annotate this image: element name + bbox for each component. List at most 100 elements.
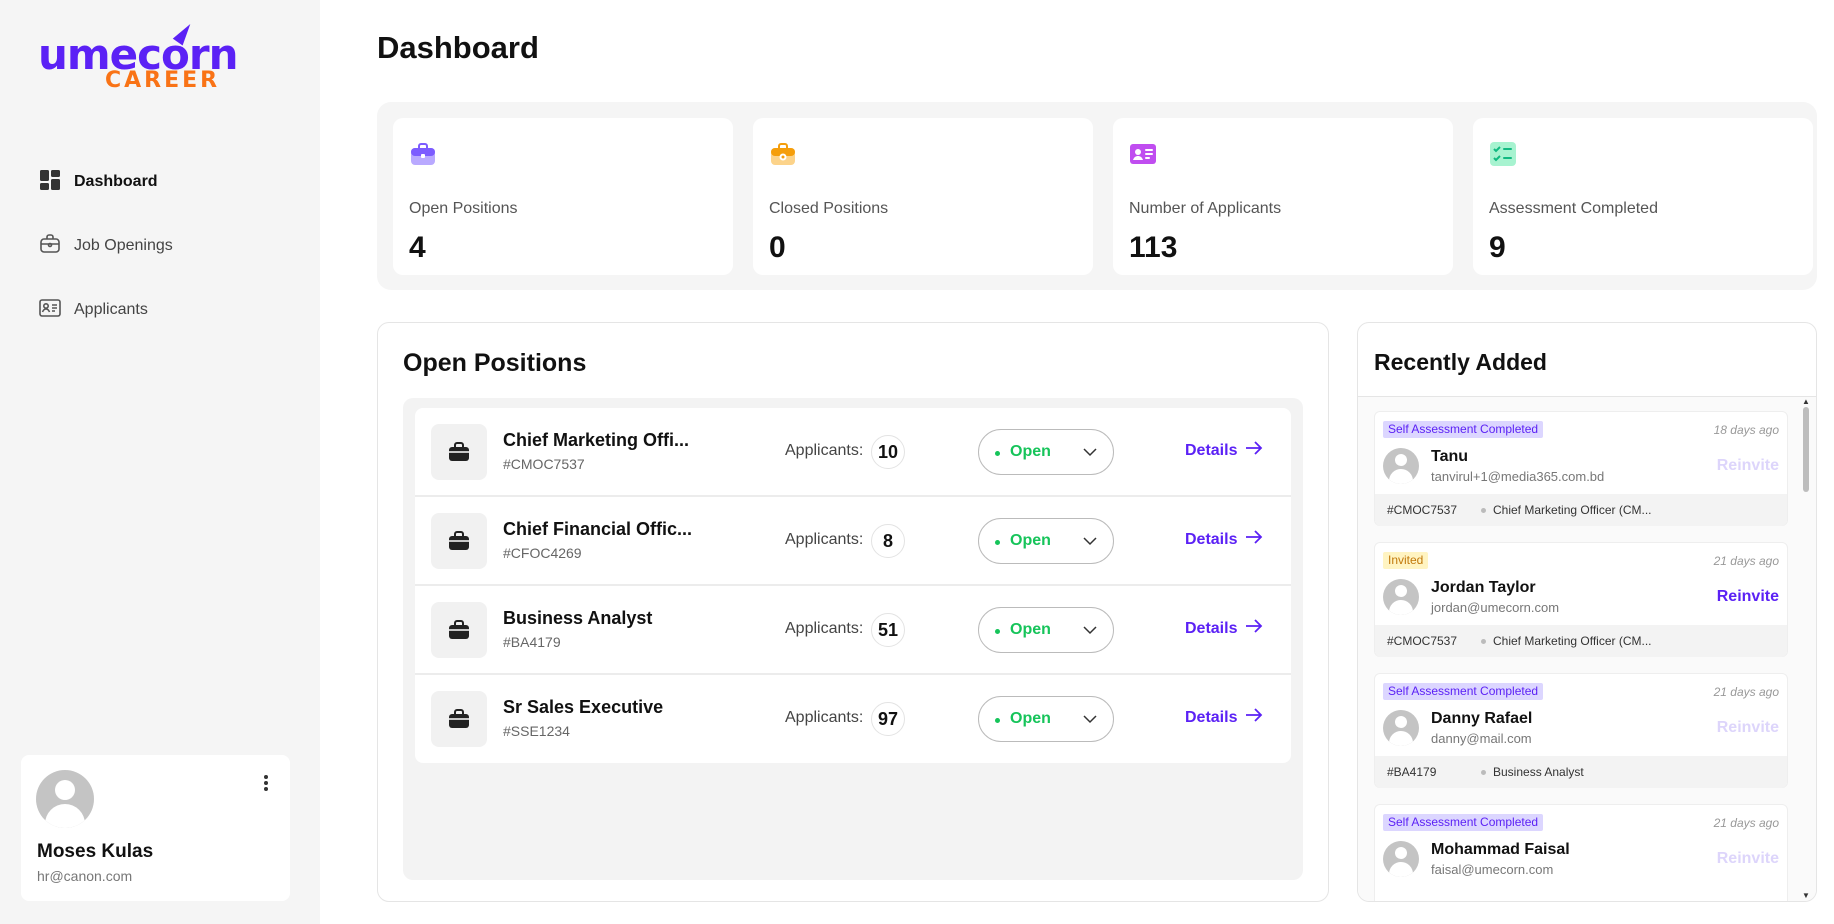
applicants-label: Applicants: <box>785 709 864 726</box>
applicant-card[interactable]: Self Assessment Completed 18 days ago Ta… <box>1374 411 1788 526</box>
job-code: #BA4179 <box>503 634 561 650</box>
job-code: #CMOC7537 <box>503 456 585 472</box>
applicants-label: Applicants: <box>785 531 864 548</box>
applicant-card[interactable]: Self Assessment Completed 21 days ago Da… <box>1374 673 1788 788</box>
separator-dot <box>1481 508 1486 513</box>
applicant-name: Danny Rafael <box>1431 710 1533 727</box>
status-dot-icon <box>995 540 1000 545</box>
briefcase-icon <box>431 691 487 747</box>
timestamp: 18 days ago <box>1713 423 1779 437</box>
details-link[interactable]: Details <box>1185 530 1263 549</box>
details-label: Details <box>1185 441 1238 459</box>
open-positions-panel: Open Positions Chief Marketing Offi... #… <box>377 322 1329 902</box>
stat-label: Closed Positions <box>769 200 889 217</box>
avatar <box>1383 710 1419 746</box>
applicant-email: faisal@umecorn.com <box>1431 862 1554 877</box>
status-dot-icon <box>995 451 1000 456</box>
reinvite-button[interactable]: Reinvite <box>1716 850 1779 867</box>
stat-card-applicants: Number of Applicants 113 <box>1113 118 1453 275</box>
applicant-card[interactable]: Invited 21 days ago Jordan Taylor jordan… <box>1374 542 1788 657</box>
scrollbar-thumb[interactable] <box>1803 407 1809 492</box>
timestamp: 21 days ago <box>1713 685 1779 699</box>
briefcase-icon <box>431 602 487 658</box>
details-link[interactable]: Details <box>1185 708 1263 727</box>
applicants-count: 10 <box>871 435 905 469</box>
recently-added-list[interactable]: ▲ ▼ Self Assessment Completed 18 days ag… <box>1358 397 1816 901</box>
stat-value: 0 <box>769 231 786 264</box>
job-title[interactable]: Chief Financial Offic... <box>503 519 693 539</box>
applicant-job-info: #CMOC7537 Chief Marketing Officer (CM... <box>1375 494 1787 526</box>
sidebar-item-job-openings[interactable]: Job Openings <box>38 214 173 278</box>
panel-title: Recently Added <box>1374 349 1547 375</box>
recently-added-panel: Recently Added ▲ ▼ Self Assessment Compl… <box>1357 322 1817 902</box>
reinvite-button[interactable]: Reinvite <box>1716 719 1779 736</box>
user-name: Moses Kulas <box>37 841 154 862</box>
sidebar: umecorn CAREER Dashboard Job Openings Ap… <box>0 0 320 924</box>
id-card-icon <box>38 296 62 325</box>
applicant-card[interactable]: Self Assessment Completed 21 days ago Mo… <box>1374 804 1788 901</box>
job-code: #CFOC4269 <box>503 545 582 561</box>
panel-title: Open Positions <box>403 349 587 377</box>
status-value: Open <box>1010 710 1051 727</box>
avatar <box>1383 841 1419 877</box>
status-value: Open <box>1010 621 1051 638</box>
status-badge: Self Assessment Completed <box>1383 421 1544 438</box>
list-item: Sr Sales Executive #SSE1234 Applicants: … <box>415 675 1291 763</box>
stat-value: 4 <box>409 231 426 264</box>
status-value: Open <box>1010 532 1051 549</box>
status-dropdown[interactable]: Open <box>978 607 1114 653</box>
sidebar-item-label: Applicants <box>74 301 148 318</box>
sidebar-item-applicants[interactable]: Applicants <box>38 278 173 342</box>
stat-card-assessment-completed: Assessment Completed 9 <box>1473 118 1813 275</box>
status-dropdown[interactable]: Open <box>978 696 1114 742</box>
reinvite-button[interactable]: Reinvite <box>1716 588 1779 605</box>
job-title[interactable]: Chief Marketing Offi... <box>503 430 690 450</box>
list-item: Chief Financial Offic... #CFOC4269 Appli… <box>415 497 1291 586</box>
sidebar-item-label: Job Openings <box>74 237 173 254</box>
status-dropdown[interactable]: Open <box>978 429 1114 475</box>
user-profile-card: Moses Kulas hr@canon.com <box>21 755 290 901</box>
brand-logo[interactable]: umecorn CAREER <box>38 20 239 102</box>
job-title[interactable]: Sr Sales Executive <box>503 697 664 717</box>
briefcase-icon <box>409 140 437 168</box>
scroll-up-icon[interactable]: ▲ <box>1802 397 1810 406</box>
avatar <box>1383 579 1419 615</box>
user-email: hr@canon.com <box>37 868 133 884</box>
job-title: Business Analyst <box>1493 765 1584 779</box>
details-label: Details <box>1185 530 1238 548</box>
applicant-job-info: #BA4179 Business Analyst <box>1375 756 1787 788</box>
applicant-email: danny@mail.com <box>1431 731 1532 746</box>
status-badge: Invited <box>1383 552 1429 569</box>
status-badge: Self Assessment Completed <box>1383 683 1544 700</box>
divider <box>1358 396 1816 397</box>
checklist-icon <box>1489 140 1517 168</box>
scroll-down-icon[interactable]: ▼ <box>1802 891 1810 900</box>
arrow-right-icon <box>1245 619 1263 638</box>
kebab-menu-icon[interactable] <box>259 773 273 793</box>
briefcase-icon <box>38 232 62 261</box>
job-title[interactable]: Business Analyst <box>503 608 653 628</box>
briefcase-icon <box>431 513 487 569</box>
applicant-name: Tanu <box>1431 448 1469 465</box>
applicants-label: Applicants: <box>785 442 864 459</box>
open-positions-container: Chief Marketing Offi... #CMOC7537 Applic… <box>403 398 1303 880</box>
applicants-count: 97 <box>871 702 905 736</box>
details-link[interactable]: Details <box>1185 619 1263 638</box>
sidebar-item-dashboard[interactable]: Dashboard <box>38 150 173 214</box>
sidebar-item-label: Dashboard <box>74 173 158 190</box>
job-title: Chief Marketing Officer (CM... <box>1493 503 1652 517</box>
applicants-card-icon <box>1129 140 1157 168</box>
job-code: #CMOC7537 <box>1387 634 1458 648</box>
status-dropdown[interactable]: Open <box>978 518 1114 564</box>
avatar <box>36 770 94 828</box>
sidebar-nav: Dashboard Job Openings Applicants <box>38 150 173 342</box>
applicant-name: Jordan Taylor <box>1431 579 1536 596</box>
separator-dot <box>1481 639 1486 644</box>
chevron-down-icon <box>1082 711 1098 727</box>
stat-value: 113 <box>1129 231 1178 264</box>
stat-label: Assessment Completed <box>1489 200 1658 217</box>
arrow-right-icon <box>1245 441 1263 460</box>
reinvite-button[interactable]: Reinvite <box>1716 457 1779 474</box>
chevron-down-icon <box>1082 444 1098 460</box>
details-link[interactable]: Details <box>1185 441 1263 460</box>
